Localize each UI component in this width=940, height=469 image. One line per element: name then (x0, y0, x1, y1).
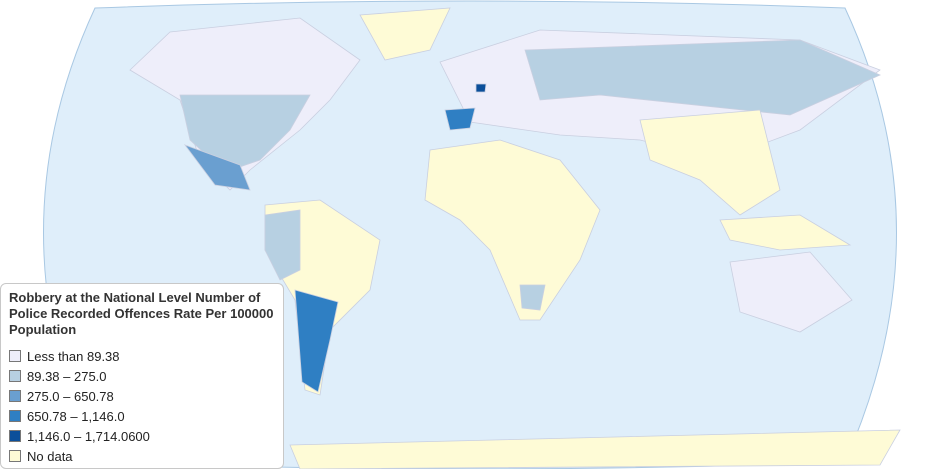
south-africa-region (519, 284, 546, 311)
legend-swatch (9, 430, 21, 442)
legend-label: 275.0 – 650.78 (27, 388, 114, 404)
legend-swatch (9, 390, 21, 402)
greenland (359, 7, 451, 61)
spain (444, 107, 476, 131)
legend-item: 1,146.0 – 1,714.0600 (9, 426, 275, 446)
russia (524, 39, 881, 116)
legend-label: 650.78 – 1,146.0 (27, 408, 125, 424)
legend-item: 89.38 – 275.0 (9, 366, 275, 386)
antarctica (289, 429, 901, 469)
mexico (183, 144, 251, 191)
benelux (475, 83, 487, 93)
legend-item: Less than 89.38 (9, 346, 275, 366)
andes (264, 209, 301, 281)
usa (179, 94, 311, 173)
argentina (294, 289, 339, 393)
legend-label: No data (27, 448, 73, 464)
legend-title: Robbery at the National Level Number of … (9, 290, 274, 337)
legend-item: 650.78 – 1,146.0 (9, 406, 275, 426)
legend-swatch (9, 370, 21, 382)
legend-swatch (9, 410, 21, 422)
legend-swatch (9, 350, 21, 362)
legend-label: 89.38 – 275.0 (27, 368, 107, 384)
legend-items: Less than 89.38 89.38 – 275.0 275.0 – 650.… (9, 346, 275, 466)
east-asia (639, 109, 781, 216)
indonesia (719, 214, 852, 251)
africa (424, 139, 601, 321)
australia (729, 251, 853, 333)
legend-swatch (9, 450, 21, 462)
legend: Robbery at the National Level Number of … (0, 283, 284, 469)
legend-item: No data (9, 446, 275, 466)
legend-item: 275.0 – 650.78 (9, 386, 275, 406)
legend-label: 1,146.0 – 1,714.0600 (27, 428, 150, 444)
legend-label: Less than 89.38 (27, 348, 120, 364)
